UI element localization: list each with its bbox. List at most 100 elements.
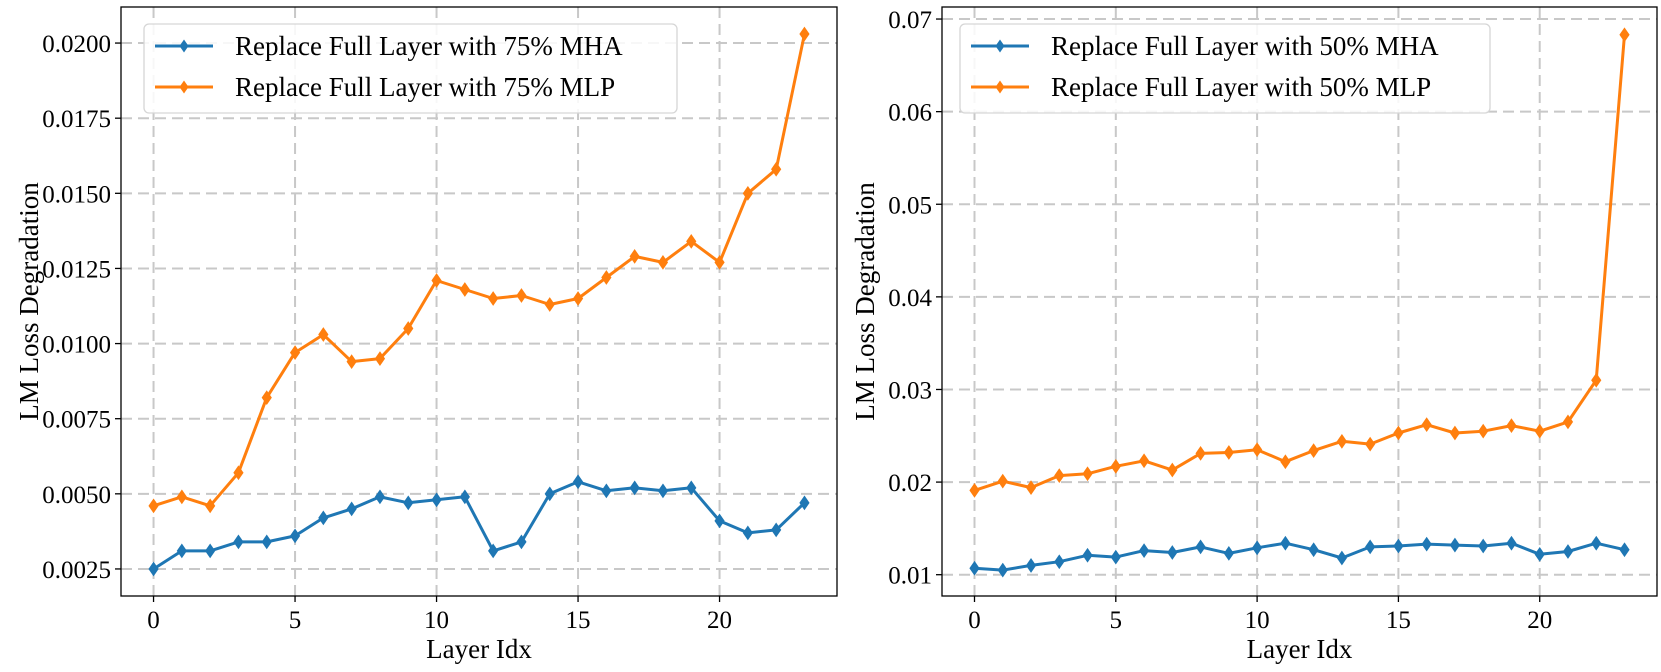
data-point [1110, 458, 1121, 474]
y-tick-label: 0.0150 [42, 181, 111, 208]
series-replace-full-layer-with-50-mlp [969, 27, 1630, 498]
data-point [544, 486, 555, 502]
legend-box [959, 23, 1491, 114]
legend-marker-mlp [995, 80, 1005, 94]
data-point [572, 291, 584, 306]
data-point [176, 543, 187, 559]
plot-frame [941, 6, 1658, 597]
data-point [1167, 545, 1178, 560]
data-point [657, 255, 669, 270]
legend-entry-mha: Replace Full Layer with 75% MHA [155, 31, 623, 61]
y-tick-label: 0.05 [888, 192, 932, 219]
data-point [969, 560, 980, 576]
y-tick-label: 0.0175 [42, 106, 111, 133]
data-point [1025, 558, 1037, 573]
data-point [261, 390, 272, 406]
data-point [1138, 543, 1150, 558]
data-point [1308, 542, 1319, 558]
data-point [629, 249, 640, 264]
series-replace-full-layer-with-75-mha [148, 474, 810, 577]
data-point [1534, 423, 1545, 439]
legend-entry-mlp: Replace Full Layer with 50% MLP [971, 72, 1431, 102]
data-point [148, 561, 159, 577]
y-tick-label: 0.07 [888, 7, 932, 34]
x-axis-label: Layer Idx [1247, 634, 1353, 664]
legend-label-mlp: Replace Full Layer with 50% MLP [1051, 72, 1431, 102]
data-point [289, 345, 301, 360]
data-point [1336, 433, 1347, 449]
data-point [742, 185, 753, 201]
data-point [1195, 539, 1206, 555]
data-point [516, 534, 527, 550]
data-point [403, 495, 414, 511]
data-point [572, 474, 584, 490]
chart-left: 0 5 10 15 20 0.0025 0.0050 0.0075 0.0100 0.0125 0.… [14, 6, 838, 664]
data-point [1449, 537, 1461, 553]
data-point [233, 534, 244, 550]
data-point [318, 327, 329, 342]
data-point [346, 501, 357, 517]
data-point [1478, 423, 1489, 439]
data-point [374, 489, 386, 505]
data-point [1138, 453, 1150, 469]
data-point [1421, 536, 1432, 552]
data-point [1336, 550, 1347, 566]
y-tick-label: 0.0100 [42, 332, 111, 359]
data-point [1506, 418, 1517, 433]
data-point [1025, 480, 1037, 496]
x-tick-label: 20 [1527, 607, 1552, 634]
y-tick-label: 0.01 [888, 563, 932, 590]
y-tick-label: 0.0125 [42, 256, 111, 283]
data-point [1562, 544, 1574, 559]
series-line-replace-full-layer-with-75-mha [152, 480, 806, 571]
y-tick-label: 0.0025 [42, 557, 111, 584]
legend: Replace Full Layer with 75% MHA Replace … [143, 23, 678, 114]
y-tick-label: 0.06 [888, 100, 932, 127]
data-point [714, 513, 725, 529]
y-tick-label: 0.04 [888, 285, 932, 312]
data-point [431, 492, 442, 508]
x-tick-label: 20 [707, 607, 732, 634]
x-tick-label: 10 [424, 607, 449, 634]
data-point [318, 510, 329, 526]
data-point [431, 273, 442, 288]
x-tick-label: 15 [566, 607, 591, 634]
legend-entry-mlp: Replace Full Layer with 75% MLP [155, 72, 615, 102]
data-point [459, 282, 470, 297]
plot-frame [120, 6, 838, 597]
series-replace-full-layer-with-50-mha [969, 535, 1630, 578]
data-point [289, 528, 301, 544]
data-point [1308, 443, 1319, 458]
data-point [771, 522, 782, 538]
data-point [488, 291, 499, 306]
x-tick-label: 5 [289, 607, 302, 634]
data-point [374, 351, 386, 366]
data-point [488, 543, 499, 559]
y-tick-label: 0.0075 [42, 407, 111, 434]
data-point [686, 234, 697, 249]
data-point [1591, 372, 1602, 388]
y-tick-label: 0.0050 [42, 482, 111, 509]
data-point [233, 465, 244, 481]
data-point [148, 498, 159, 514]
legend-marker-mha [995, 39, 1005, 53]
data-point [346, 354, 357, 369]
data-point [1534, 546, 1545, 562]
data-point [1252, 442, 1263, 458]
legend: Replace Full Layer with 50% MHA Replace … [959, 23, 1491, 114]
y-axis-label: LM Loss Degradation [14, 182, 44, 421]
data-point [657, 483, 669, 499]
legend-label-mlp: Replace Full Layer with 75% MLP [235, 72, 615, 102]
data-point [997, 562, 1008, 578]
data-point [1223, 445, 1234, 460]
data-point [1393, 425, 1404, 441]
data-point [1365, 436, 1376, 452]
data-point [601, 270, 612, 285]
data-point [799, 26, 810, 42]
data-point [799, 495, 810, 511]
x-axis-label: Layer Idx [426, 634, 532, 664]
data-point [1449, 425, 1461, 441]
legend-box [143, 23, 678, 114]
y-tick-label: 0.0200 [42, 31, 111, 58]
